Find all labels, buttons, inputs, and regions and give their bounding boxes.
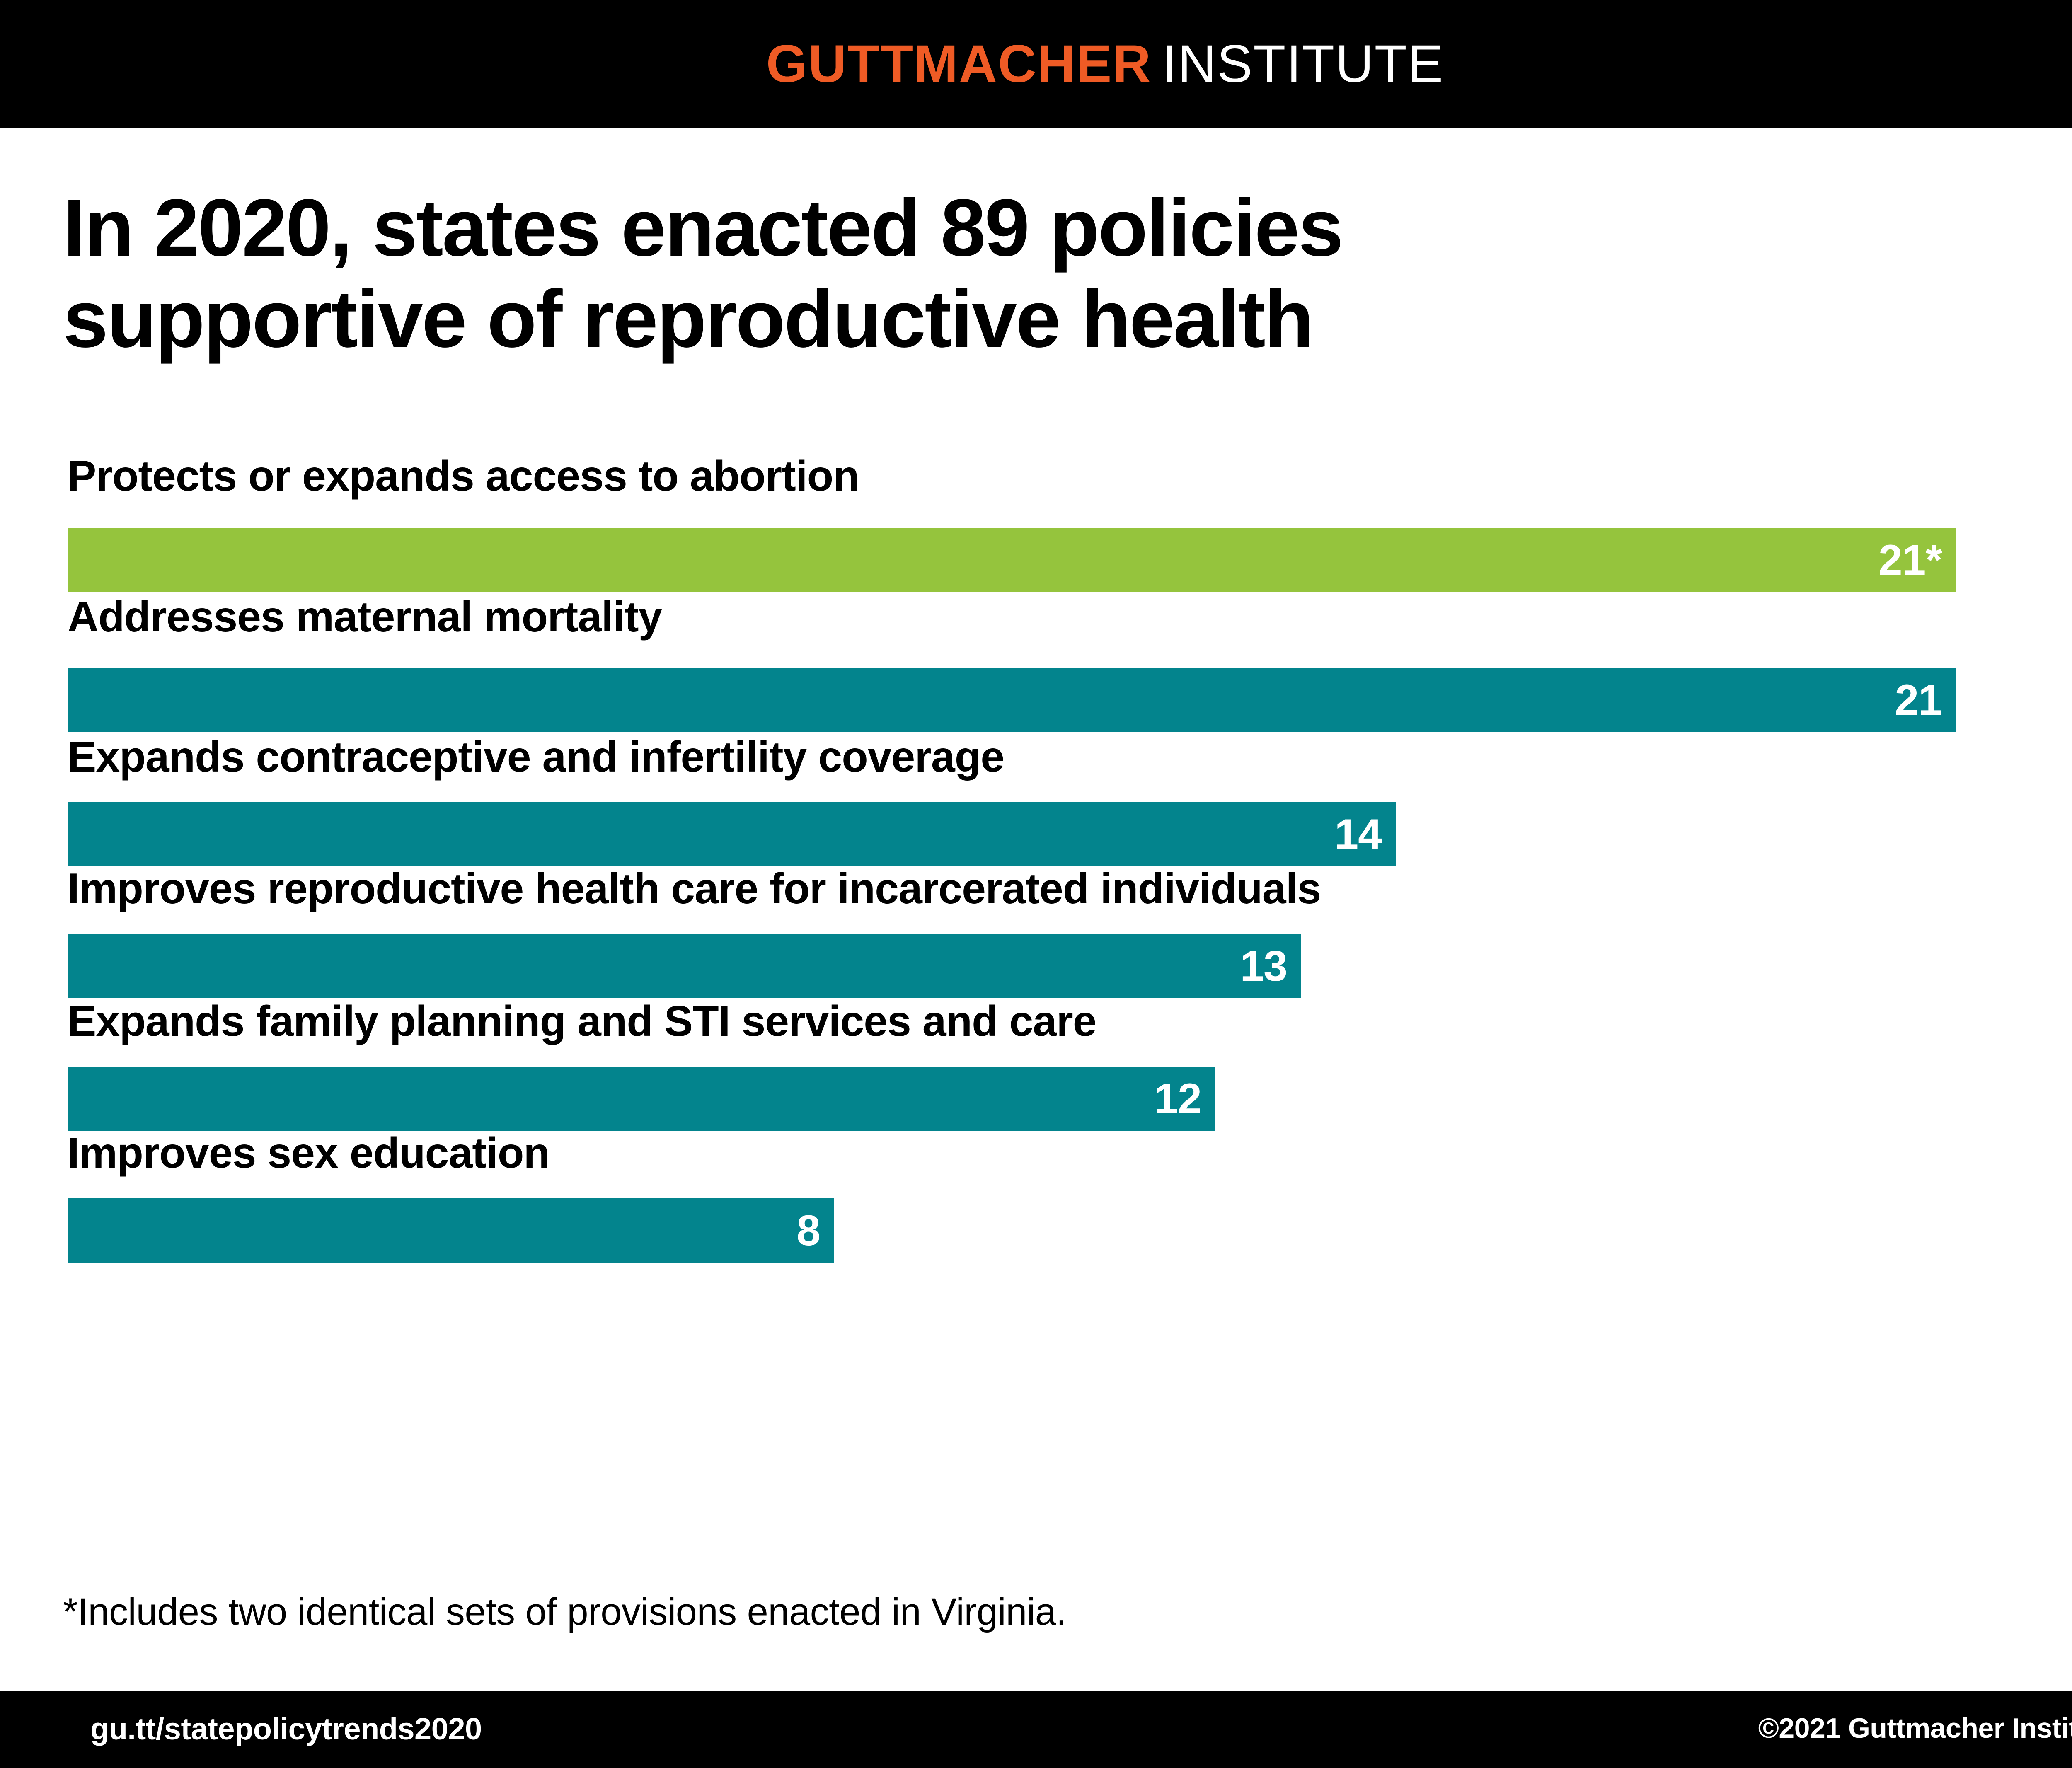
logo-brand-text: GUTTMACHER <box>766 34 1152 94</box>
bar-value-label: 13 <box>1240 942 1288 990</box>
bar-value-label: 21* <box>1878 536 1942 584</box>
bar-family-planning-sti: 12 <box>68 1067 1215 1131</box>
chart-row: Improves reproductive health care for in… <box>0 864 2072 998</box>
bar-category-label: Expands family planning and STI services… <box>68 997 1097 1045</box>
page-title-line-1: In 2020, states enacted 89 policies <box>63 182 1343 273</box>
logo-suffix-text: INSTITUTE <box>1162 34 1444 94</box>
chart-row: Improves sex education 8 <box>0 1129 2072 1263</box>
bar-value-label: 14 <box>1334 810 1382 859</box>
bar-protects-abortion: 21* <box>68 528 1956 592</box>
bar-value-label: 21 <box>1895 676 1942 724</box>
bar-contraceptive-infertility: 14 <box>68 802 1396 866</box>
bar-sex-education: 8 <box>68 1198 834 1263</box>
bar-value-label: 12 <box>1154 1074 1202 1123</box>
header-band: GUTTMACHER INSTITUTE <box>0 0 2072 128</box>
bar-incarcerated-care: 13 <box>68 934 1301 998</box>
chart-row: Addresses maternal mortality 21 <box>0 593 2072 733</box>
bar-category-label: Improves reproductive health care for in… <box>68 865 1321 913</box>
bar-value-label: 8 <box>796 1206 821 1255</box>
bar-category-label: Improves sex education <box>68 1129 550 1177</box>
chart-row: Expands contraceptive and infertility co… <box>0 733 2072 866</box>
footer-copyright: ©2021 Guttmacher Institute <box>1758 1712 2072 1744</box>
footer-link[interactable]: gu.tt/statepolicytrends2020 <box>90 1712 482 1746</box>
guttmacher-logo: GUTTMACHER INSTITUTE <box>766 34 1444 94</box>
chart-row: Expands family planning and STI services… <box>0 997 2072 1131</box>
bar-chart: Protects or expands access to abortion 2… <box>0 452 2072 1263</box>
bar-category-label: Expands contraceptive and infertility co… <box>68 733 1005 781</box>
bar-category-label: Protects or expands access to abortion <box>68 452 859 500</box>
page-title: In 2020, states enacted 89 policies supp… <box>63 182 2072 364</box>
page-title-line-2: supportive of reproductive health <box>63 273 1314 364</box>
bar-category-label: Addresses maternal mortality <box>68 593 662 641</box>
bar-maternal-mortality: 21 <box>68 668 1956 732</box>
chart-footnote: *Includes two identical sets of provisio… <box>63 1591 1067 1633</box>
chart-row: Protects or expands access to abortion 2… <box>0 452 2072 593</box>
footer-band: gu.tt/statepolicytrends2020 ©2021 Guttma… <box>0 1691 2072 1768</box>
